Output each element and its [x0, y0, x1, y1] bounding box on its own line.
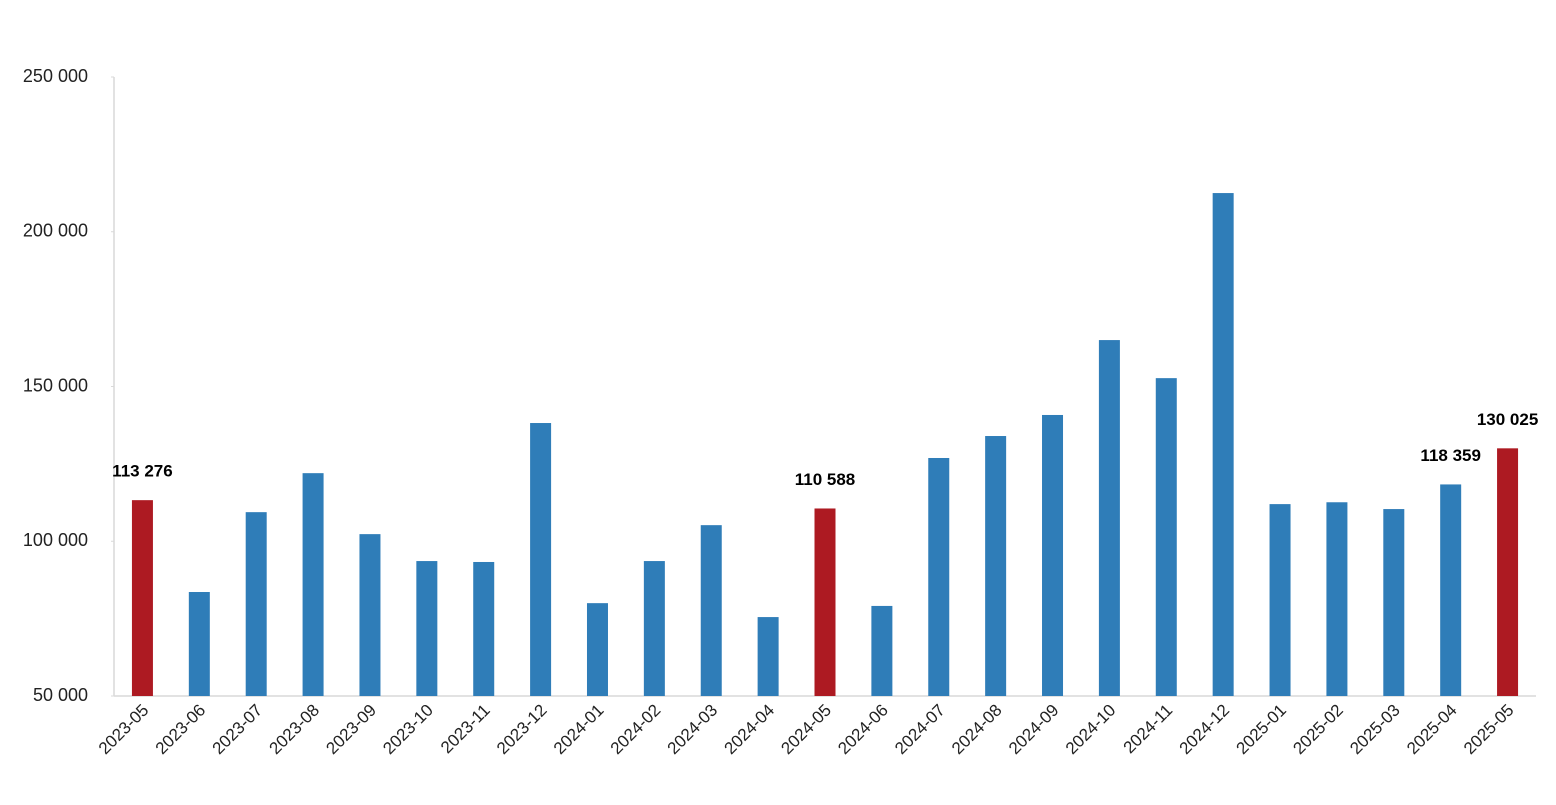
bar	[643, 561, 665, 696]
y-tick-label: 200 000	[23, 221, 88, 241]
x-tick-label: 2024-12	[1176, 701, 1234, 759]
x-tick-label: 2024-04	[721, 701, 779, 759]
x-tick-label: 2024-05	[777, 701, 835, 759]
bar	[1326, 502, 1348, 696]
x-tick-label: 2023-11	[437, 701, 494, 758]
x-tick-label: 2023-12	[493, 701, 551, 759]
x-tick-label: 2024-10	[1062, 701, 1120, 759]
x-tick-label: 2025-02	[1289, 701, 1347, 759]
bar	[757, 617, 779, 696]
x-tick-label: 2023-09	[322, 701, 380, 759]
value-label: 113 276	[112, 462, 173, 481]
bar	[1383, 509, 1405, 696]
x-tick-label: 2024-11	[1120, 701, 1177, 758]
x-tick-label: 2024-02	[607, 701, 665, 759]
x-tick-label: 2024-03	[664, 701, 722, 759]
bar	[131, 500, 153, 696]
x-tick-label: 2024-06	[834, 701, 892, 759]
x-tick-label: 2025-04	[1403, 701, 1461, 759]
bar	[359, 534, 381, 696]
y-tick-label: 150 000	[23, 375, 88, 395]
y-tick-label: 100 000	[23, 530, 88, 550]
x-tick-label: 2025-03	[1346, 701, 1404, 759]
bar	[1212, 193, 1234, 696]
bar	[473, 561, 495, 696]
bar	[985, 436, 1007, 696]
x-tick-label: 2023-06	[152, 701, 210, 759]
x-tick-label: 2024-09	[1005, 701, 1063, 759]
bar	[814, 508, 836, 696]
x-tick-label: 2025-05	[1460, 701, 1518, 759]
bar	[700, 525, 722, 696]
bar	[1042, 414, 1064, 696]
bar	[1155, 378, 1177, 696]
bar	[871, 605, 893, 696]
bar	[416, 561, 438, 696]
bar	[928, 457, 950, 696]
value-label: 110 588	[795, 470, 856, 489]
bar	[1269, 504, 1291, 696]
x-tick-label: 2024-08	[948, 701, 1006, 759]
x-tick-label: 2023-07	[209, 701, 267, 759]
x-tick-label: 2023-08	[266, 701, 324, 759]
bar	[245, 512, 267, 696]
bar	[1098, 340, 1120, 696]
bar	[530, 423, 552, 696]
x-tick-label: 2024-07	[891, 701, 949, 759]
x-tick-label: 2023-10	[379, 701, 437, 759]
bar	[586, 603, 608, 696]
bar	[188, 592, 210, 696]
bar	[1497, 448, 1519, 696]
value-label: 118 359	[1420, 446, 1481, 465]
y-tick-label: 250 000	[23, 66, 88, 86]
x-tick-label: 2023-05	[95, 701, 153, 759]
y-tick-label: 50 000	[33, 685, 88, 705]
x-tick-label: 2025-01	[1232, 701, 1290, 759]
value-label: 130 025	[1477, 410, 1538, 429]
bar	[1440, 484, 1462, 696]
bar	[302, 473, 324, 696]
x-tick-label: 2024-01	[550, 701, 608, 759]
